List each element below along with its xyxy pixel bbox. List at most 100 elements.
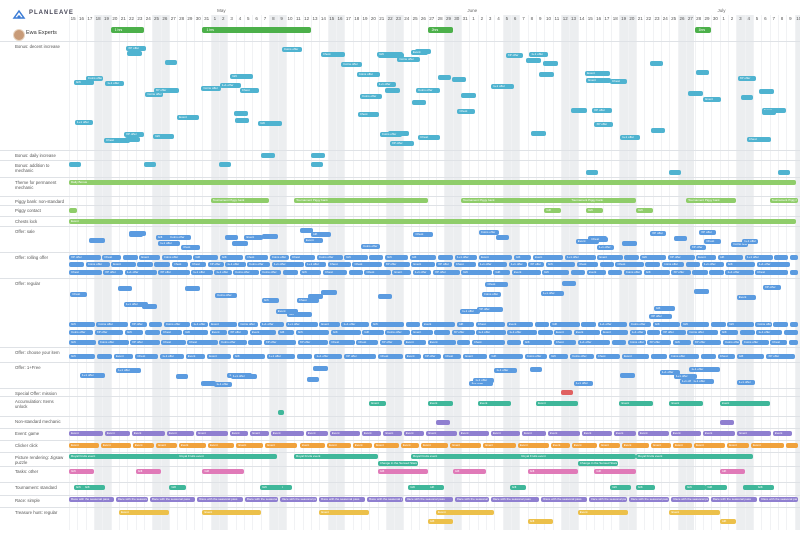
timeline-bar[interactable]: Gift <box>527 519 553 524</box>
timeline-bar[interactable]: XP offer <box>263 340 297 345</box>
timeline-bar[interactable]: XP offer <box>737 76 756 82</box>
timeline-bar[interactable] <box>118 286 132 292</box>
timeline-bar[interactable]: Event <box>374 443 399 448</box>
timeline-bar[interactable]: Event <box>506 322 534 327</box>
timeline-bar[interactable] <box>622 240 638 246</box>
timeline-bar[interactable]: Gift <box>672 340 692 345</box>
timeline-bar[interactable]: Chest <box>290 255 316 260</box>
timeline-bar[interactable]: Gift <box>456 322 475 327</box>
timeline-bar[interactable]: Chest <box>746 136 771 142</box>
timeline-bar[interactable] <box>685 262 701 267</box>
timeline-bar[interactable]: Event <box>693 443 726 448</box>
timeline-bar[interactable]: Coins offer <box>163 322 190 327</box>
timeline-bar[interactable]: 1+1 offer <box>742 238 759 244</box>
timeline-bar[interactable]: Coins offer <box>360 244 380 250</box>
timeline-bar[interactable] <box>619 373 635 379</box>
timeline-bar[interactable]: XP offer <box>692 340 722 345</box>
timeline-bar[interactable] <box>586 170 599 175</box>
timeline-bar[interactable]: Event <box>209 322 237 327</box>
timeline-bar[interactable]: Event <box>305 431 328 436</box>
timeline-bar[interactable]: Gift <box>277 330 295 335</box>
timeline-bar[interactable]: XP offer <box>207 262 224 267</box>
timeline-bar[interactable]: Gift <box>727 322 754 327</box>
timeline-bar[interactable] <box>129 231 143 237</box>
timeline-bar[interactable]: Chest <box>239 88 259 94</box>
timeline-bar[interactable] <box>742 485 758 490</box>
timeline-bar[interactable]: Event <box>450 443 482 448</box>
timeline-bar[interactable] <box>694 288 709 294</box>
timeline-bar[interactable]: Change in the Sensed Stand <box>577 461 618 466</box>
timeline-bar[interactable] <box>650 354 667 359</box>
timeline-bar[interactable]: Gift <box>594 469 637 474</box>
timeline-bar[interactable]: Gift <box>522 340 553 345</box>
timeline-bar[interactable]: Chest <box>413 232 433 238</box>
timeline-bar[interactable]: 1+1 offer <box>473 378 495 384</box>
summary-bar[interactable]: 1hrs <box>694 27 712 33</box>
timeline-bar[interactable]: XP offer <box>528 262 545 267</box>
timeline-bar[interactable]: Gift <box>643 270 670 275</box>
timeline-bar[interactable] <box>645 262 661 267</box>
timeline-bar[interactable] <box>719 420 734 425</box>
timeline-bar[interactable]: Event <box>571 443 598 448</box>
timeline-bar[interactable]: XP offer <box>661 330 686 335</box>
timeline-bar[interactable]: Event <box>177 114 199 120</box>
timeline-bar[interactable] <box>307 377 320 383</box>
timeline-bar[interactable]: Gift <box>681 322 710 327</box>
timeline-bar[interactable]: Coins offer <box>722 340 741 345</box>
timeline-bar[interactable]: Chest <box>161 340 186 345</box>
timeline-bar[interactable]: 1+1 offer <box>191 270 213 275</box>
timeline-bar[interactable] <box>542 60 558 66</box>
timeline-bar[interactable]: Event <box>532 255 564 260</box>
timeline-bar[interactable] <box>534 322 549 327</box>
timeline-bar[interactable]: Chest <box>615 262 644 267</box>
timeline-bar[interactable] <box>599 262 614 267</box>
timeline-bar[interactable]: Race with the seasonal pass <box>454 497 489 502</box>
timeline-bar[interactable]: Event <box>185 354 206 359</box>
timeline-bar[interactable]: 1+1 offer <box>689 366 711 372</box>
timeline-bar[interactable]: Gift <box>527 469 578 474</box>
timeline-bar[interactable]: Event <box>772 431 793 436</box>
timeline-bar[interactable] <box>506 340 522 345</box>
timeline-bar[interactable]: Coins offer <box>215 292 237 298</box>
timeline-bar[interactable]: Gift <box>653 306 676 312</box>
timeline-bar[interactable]: Chest <box>102 255 122 260</box>
timeline-bar[interactable]: Gift <box>362 330 384 335</box>
timeline-bar[interactable]: Gift <box>69 340 97 345</box>
timeline-bar[interactable]: Royal Fruits event <box>636 454 753 459</box>
timeline-bar[interactable]: Event <box>601 330 629 335</box>
timeline-bar[interactable]: Event <box>421 443 449 448</box>
timeline-bar[interactable]: Gift <box>513 255 531 260</box>
timeline-bar[interactable] <box>144 330 160 335</box>
timeline-bar[interactable]: Gift <box>330 330 361 335</box>
timeline-bar[interactable]: Gift <box>193 255 219 260</box>
timeline-bar[interactable]: Gift <box>69 354 96 359</box>
timeline-bar[interactable] <box>538 330 553 335</box>
timeline-bar[interactable]: XP offer <box>671 270 691 275</box>
timeline-bar[interactable]: Chest <box>296 298 320 304</box>
timeline-bar[interactable]: Event <box>383 431 402 436</box>
timeline-bar[interactable]: Gift <box>610 485 631 490</box>
timeline-bar[interactable] <box>611 340 627 345</box>
timeline-bar[interactable]: Event <box>750 443 785 448</box>
timeline-bar[interactable] <box>69 262 85 267</box>
timeline-bar[interactable]: Race with the seasonal pass <box>279 497 318 502</box>
timeline-bar[interactable]: Event <box>550 443 570 448</box>
timeline-bar[interactable]: Race with the seasonal pass <box>197 497 243 502</box>
timeline-bar[interactable]: Coins offer <box>281 46 303 52</box>
timeline-bar[interactable] <box>122 255 138 260</box>
timeline-bar[interactable]: Event <box>522 431 546 436</box>
timeline-bar[interactable] <box>225 235 238 241</box>
timeline-bar[interactable] <box>234 118 249 124</box>
timeline-bar[interactable]: Tournament Piggy bank <box>769 198 798 203</box>
timeline-bar[interactable]: 1+1 offer <box>597 322 628 327</box>
timeline-bar[interactable]: Gift <box>509 485 527 490</box>
timeline-bar[interactable]: Chest <box>378 354 403 359</box>
timeline-bar[interactable] <box>262 234 279 240</box>
timeline-bar[interactable]: Event <box>69 443 99 448</box>
timeline-bar[interactable]: Royal Fruits event <box>177 454 278 459</box>
timeline-bar[interactable]: 1+1 offer <box>158 241 181 247</box>
timeline-bar[interactable] <box>788 340 798 345</box>
timeline-bar[interactable]: Event <box>275 308 299 314</box>
timeline-bar[interactable] <box>624 255 639 260</box>
timeline-bar[interactable]: Event <box>517 443 549 448</box>
